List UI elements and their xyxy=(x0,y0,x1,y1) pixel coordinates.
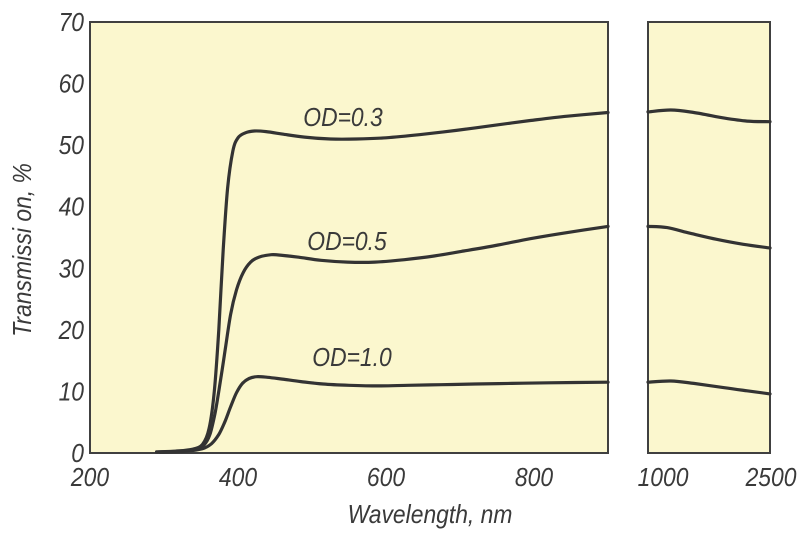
y-tick-label: 60 xyxy=(59,70,85,99)
x-tick-label: 600 xyxy=(367,464,406,493)
x-tick-label: 1000 xyxy=(638,464,689,493)
plot-panels xyxy=(89,21,771,454)
x-tick-label: 200 xyxy=(70,464,109,493)
y-tick-label: 20 xyxy=(58,317,85,346)
curve-od-0-3 xyxy=(155,110,610,454)
curve-label-od-0-3: OD=0.3 xyxy=(303,104,383,133)
curve-od-0-5 xyxy=(155,224,610,454)
curve-od-1-0-right xyxy=(646,379,772,396)
curve-od-0-5-right xyxy=(646,224,772,250)
y-axis-title: Transmissi on, % xyxy=(9,163,38,337)
y-tick-label: 0 xyxy=(71,440,84,469)
tick-labels: 0 10 20 30 40 50 60 70 200 400 600 800 1000 2500 xyxy=(58,9,797,493)
curve-od-0-3-right xyxy=(646,108,772,124)
y-tick-label: 10 xyxy=(59,378,85,407)
y-tick-label: 40 xyxy=(59,193,85,222)
x-axis-title: Wavelength, nm xyxy=(348,501,513,530)
curves xyxy=(155,108,772,454)
y-tick-label: 30 xyxy=(59,255,85,284)
curve-od-1-0 xyxy=(158,375,610,454)
x-tick-label: 800 xyxy=(515,464,554,493)
x-tick-label: 2500 xyxy=(745,464,797,493)
x-tick-label: 400 xyxy=(219,464,258,493)
y-tick-label: 70 xyxy=(59,9,85,38)
plot-panel-main xyxy=(89,21,609,454)
y-tick-label: 50 xyxy=(59,132,85,161)
curve-label-od-0-5: OD=0.5 xyxy=(307,228,387,257)
curve-label-od-1-0: OD=1.0 xyxy=(312,344,392,373)
